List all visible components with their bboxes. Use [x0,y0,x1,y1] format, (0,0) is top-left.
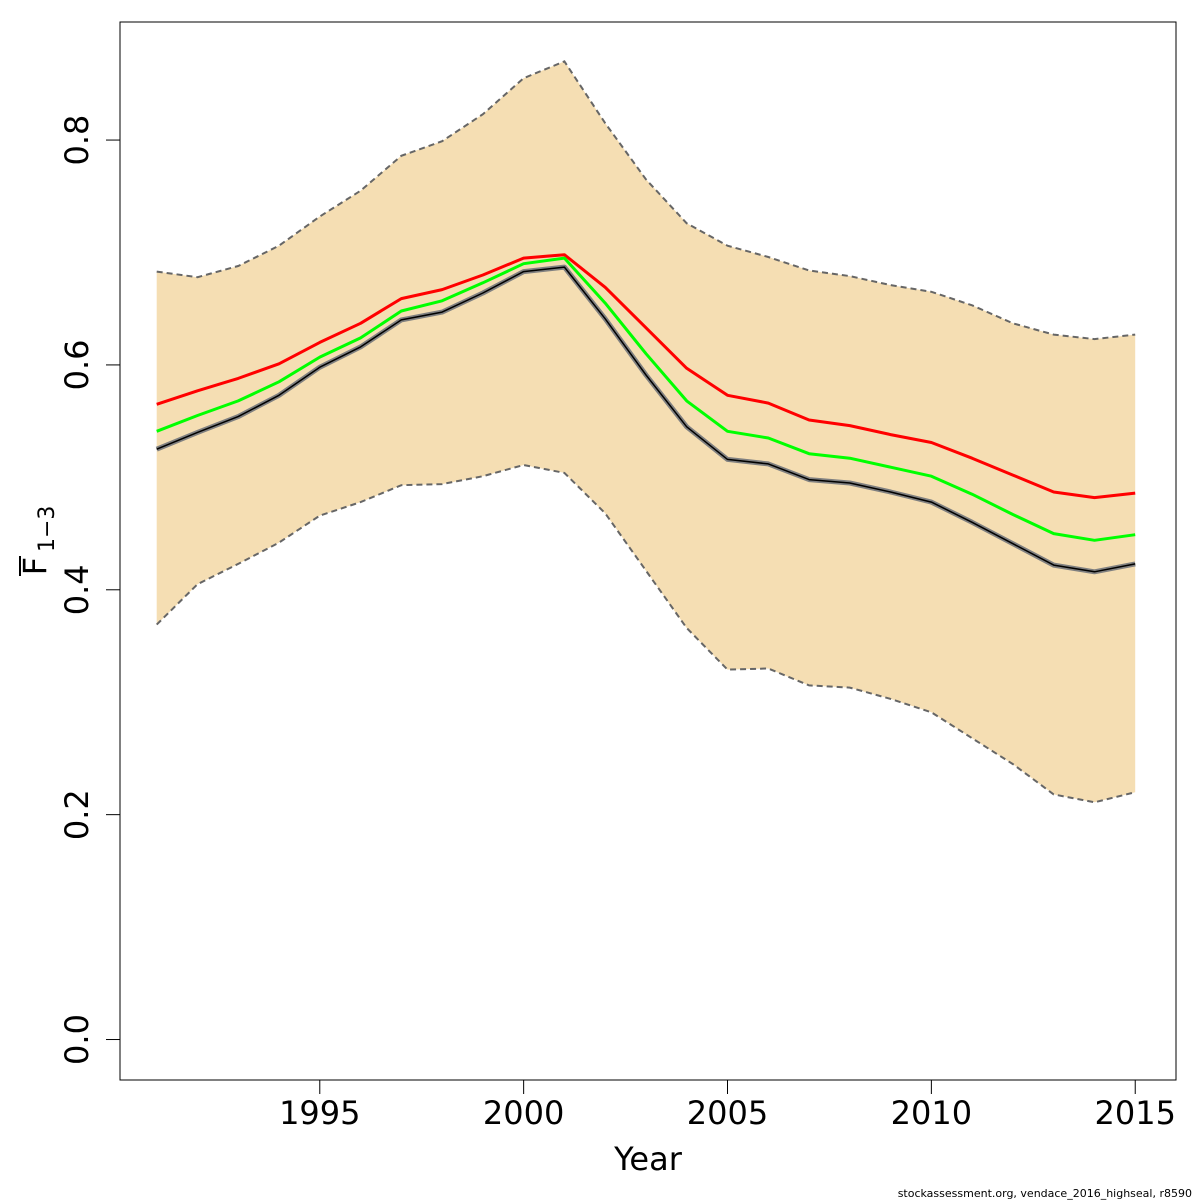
confidence-band-upper-line [156,60,1136,341]
y-axis-title-subscript: 1−3 [35,506,60,552]
x-tick-label-1995: 1995 [279,1094,360,1132]
confidence-band [156,61,1136,803]
plot-area [155,60,1136,804]
y-axis: 0.0 0.2 0.4 0.6 0.8 [58,115,120,1065]
y-tick-label-2: 0.4 [58,564,96,615]
y-tick-label-0: 0.0 [58,1014,96,1065]
y-axis-title: F 1−3 [16,506,60,576]
x-tick-label-2010: 2010 [891,1094,972,1132]
plot-frame [119,21,1177,1081]
x-tick-label-2015: 2015 [1095,1094,1176,1132]
x-tick-label-2000: 2000 [483,1094,564,1132]
y-tick-label-3: 0.6 [58,339,96,390]
series-line-2 [156,256,1136,542]
x-axis-title: Year [613,1140,683,1178]
y-tick-label-4: 0.8 [58,115,96,166]
x-axis: 1995 2000 2005 2010 2015 [279,1080,1176,1132]
x-tick-label-2005: 2005 [687,1094,768,1132]
series-line-1 [156,253,1136,500]
y-tick-label-1: 0.2 [58,789,96,840]
y-axis-title-main: F [16,557,54,575]
series-line-3 [156,266,1136,573]
caption: stockassessment.org, vendace_2016_highse… [898,1187,1192,1200]
